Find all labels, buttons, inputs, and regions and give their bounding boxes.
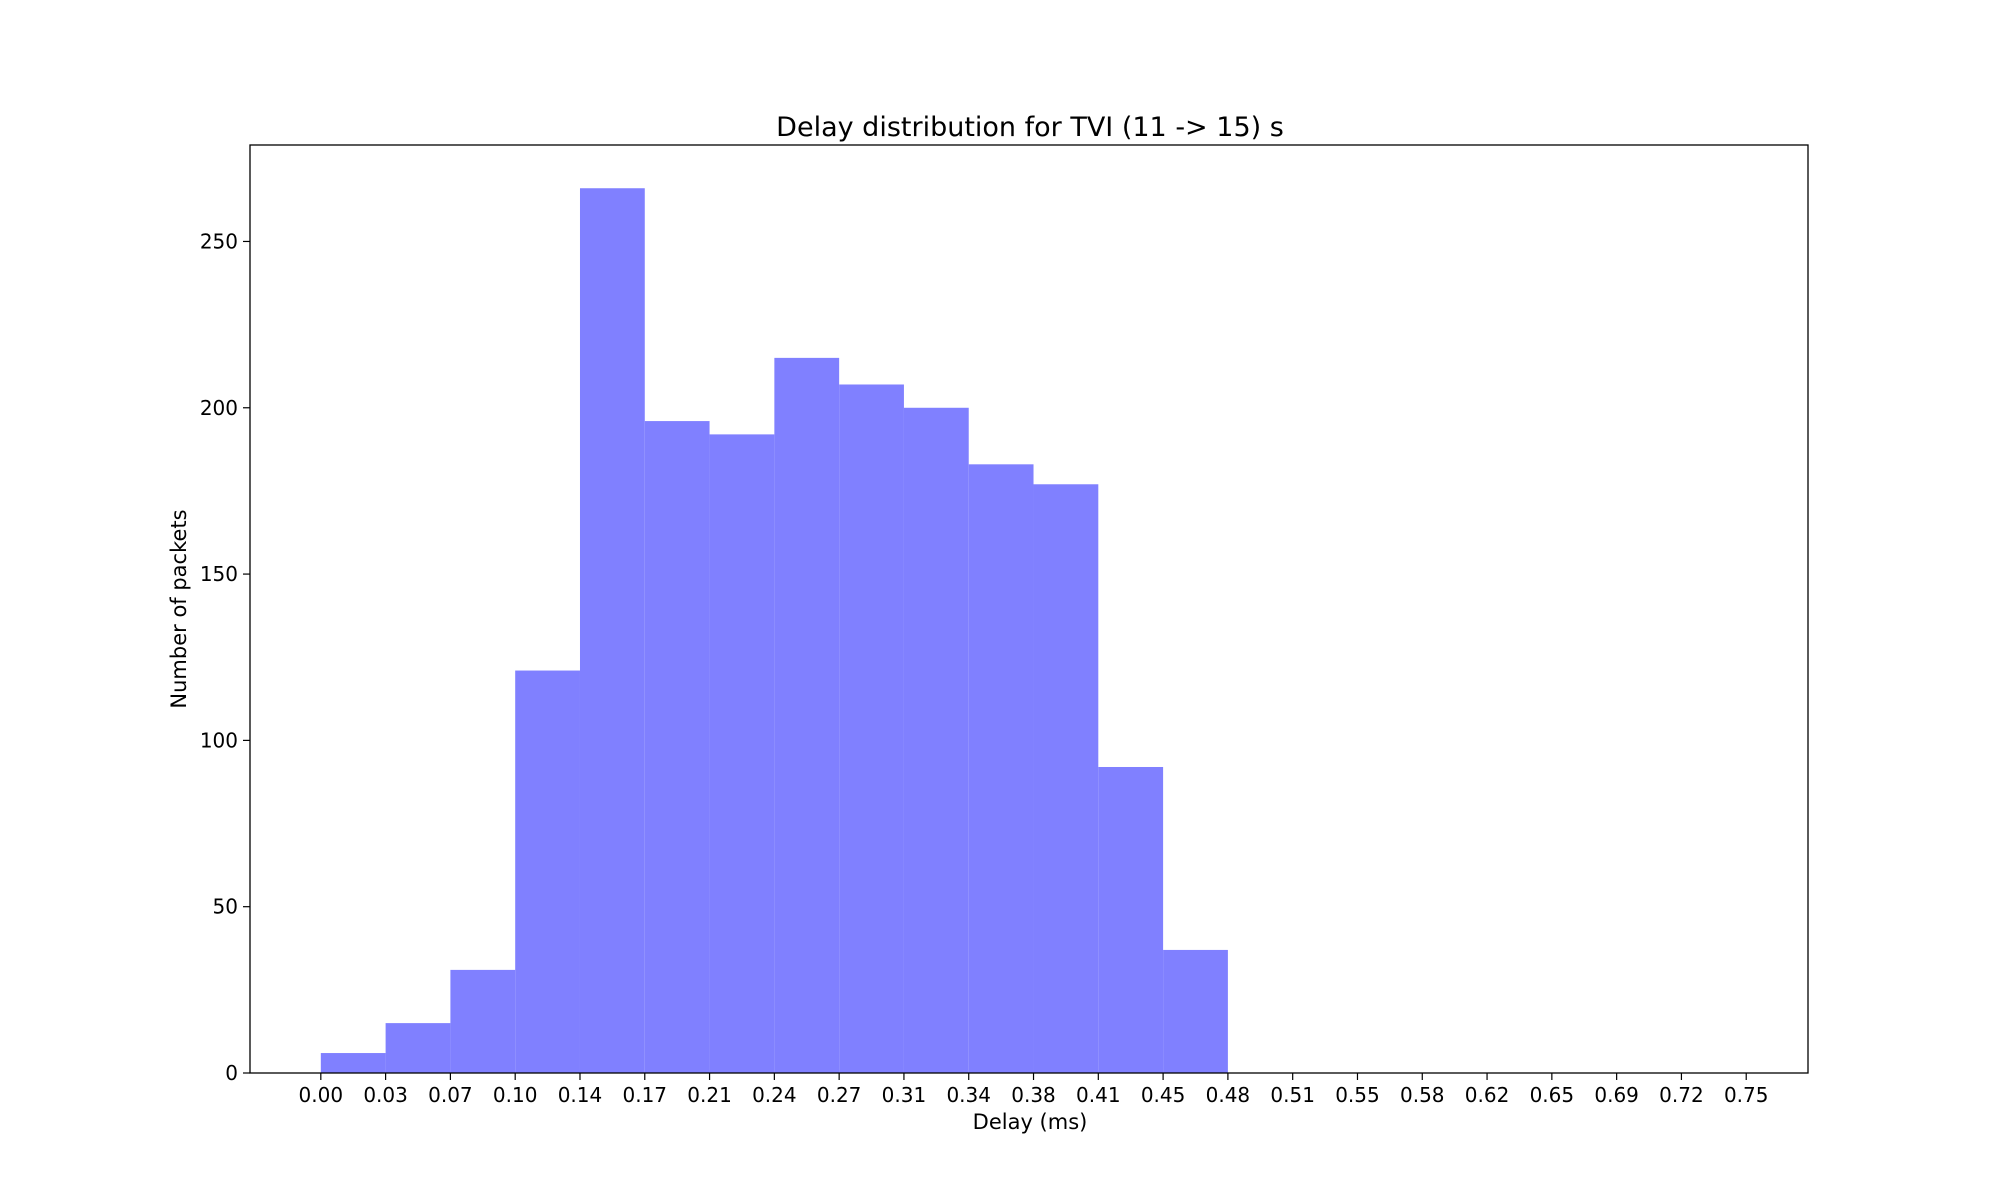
x-tick-label: 0.48 (1206, 1083, 1251, 1107)
x-tick-label: 0.10 (493, 1083, 538, 1107)
histogram-bar-9 (903, 407, 969, 1073)
y-tick-label: 100 (200, 728, 238, 752)
x-tick-label: 0.75 (1724, 1083, 1769, 1107)
x-tick-label: 0.65 (1530, 1083, 1575, 1107)
histogram-bar-12 (1098, 766, 1164, 1073)
y-tick-label: 250 (200, 229, 238, 253)
histogram-bar-1 (385, 1023, 451, 1073)
x-tick-label: 0.72 (1659, 1083, 1704, 1107)
x-axis: 0.00 0.03 0.07 0.10 0.14 0.17 0.21 0.24 0.27 0.31… (299, 1073, 1769, 1107)
y-tick-label: 0 (225, 1061, 238, 1085)
x-tick-label: 0.03 (363, 1083, 408, 1107)
y-axis: 0 50 100 150 200 250 (200, 229, 250, 1085)
histogram-bar-11 (1033, 484, 1099, 1074)
y-tick-label: 200 (200, 396, 238, 420)
x-tick-label: 0.58 (1400, 1083, 1445, 1107)
x-tick-label: 0.27 (817, 1083, 862, 1107)
bars-group (320, 188, 1228, 1074)
x-tick-label: 0.51 (1270, 1083, 1315, 1107)
histogram-bar-10 (968, 464, 1034, 1073)
y-tick-label: 50 (213, 895, 238, 919)
histogram-bar-13 (1163, 949, 1228, 1073)
y-tick-label: 150 (200, 562, 238, 586)
x-tick-label: 0.62 (1465, 1083, 1510, 1107)
histogram-bar-2 (450, 969, 516, 1073)
x-tick-label: 0.34 (946, 1083, 991, 1107)
x-tick-label: 0.45 (1141, 1083, 1186, 1107)
histogram-bar-6 (709, 434, 775, 1073)
histogram-bar-4 (579, 188, 645, 1074)
x-tick-label: 0.07 (428, 1083, 473, 1107)
y-axis-label: Number of packets (167, 509, 191, 708)
x-axis-label: Delay (ms) (973, 1110, 1088, 1134)
x-tick-label: 0.69 (1594, 1083, 1639, 1107)
x-tick-label: 0.41 (1076, 1083, 1121, 1107)
x-tick-label: 0.31 (882, 1083, 927, 1107)
histogram-bar-5 (644, 421, 710, 1074)
histogram-bar-3 (515, 670, 580, 1073)
x-tick-label: 0.21 (687, 1083, 732, 1107)
x-tick-label: 0.38 (1011, 1083, 1056, 1107)
plot-frame (249, 144, 1809, 1074)
histogram-bar-0 (320, 1053, 386, 1073)
histogram-bar-7 (774, 357, 840, 1074)
histogram-bar-8 (839, 384, 904, 1073)
x-tick-label: 0.00 (299, 1083, 344, 1107)
x-tick-label: 0.55 (1335, 1083, 1380, 1107)
x-tick-label: 0.24 (752, 1083, 797, 1107)
chart-title: Delay distribution for TVI (11 -> 15) s (776, 112, 1284, 143)
x-tick-label: 0.14 (558, 1083, 603, 1107)
x-tick-label: 0.17 (623, 1083, 668, 1107)
